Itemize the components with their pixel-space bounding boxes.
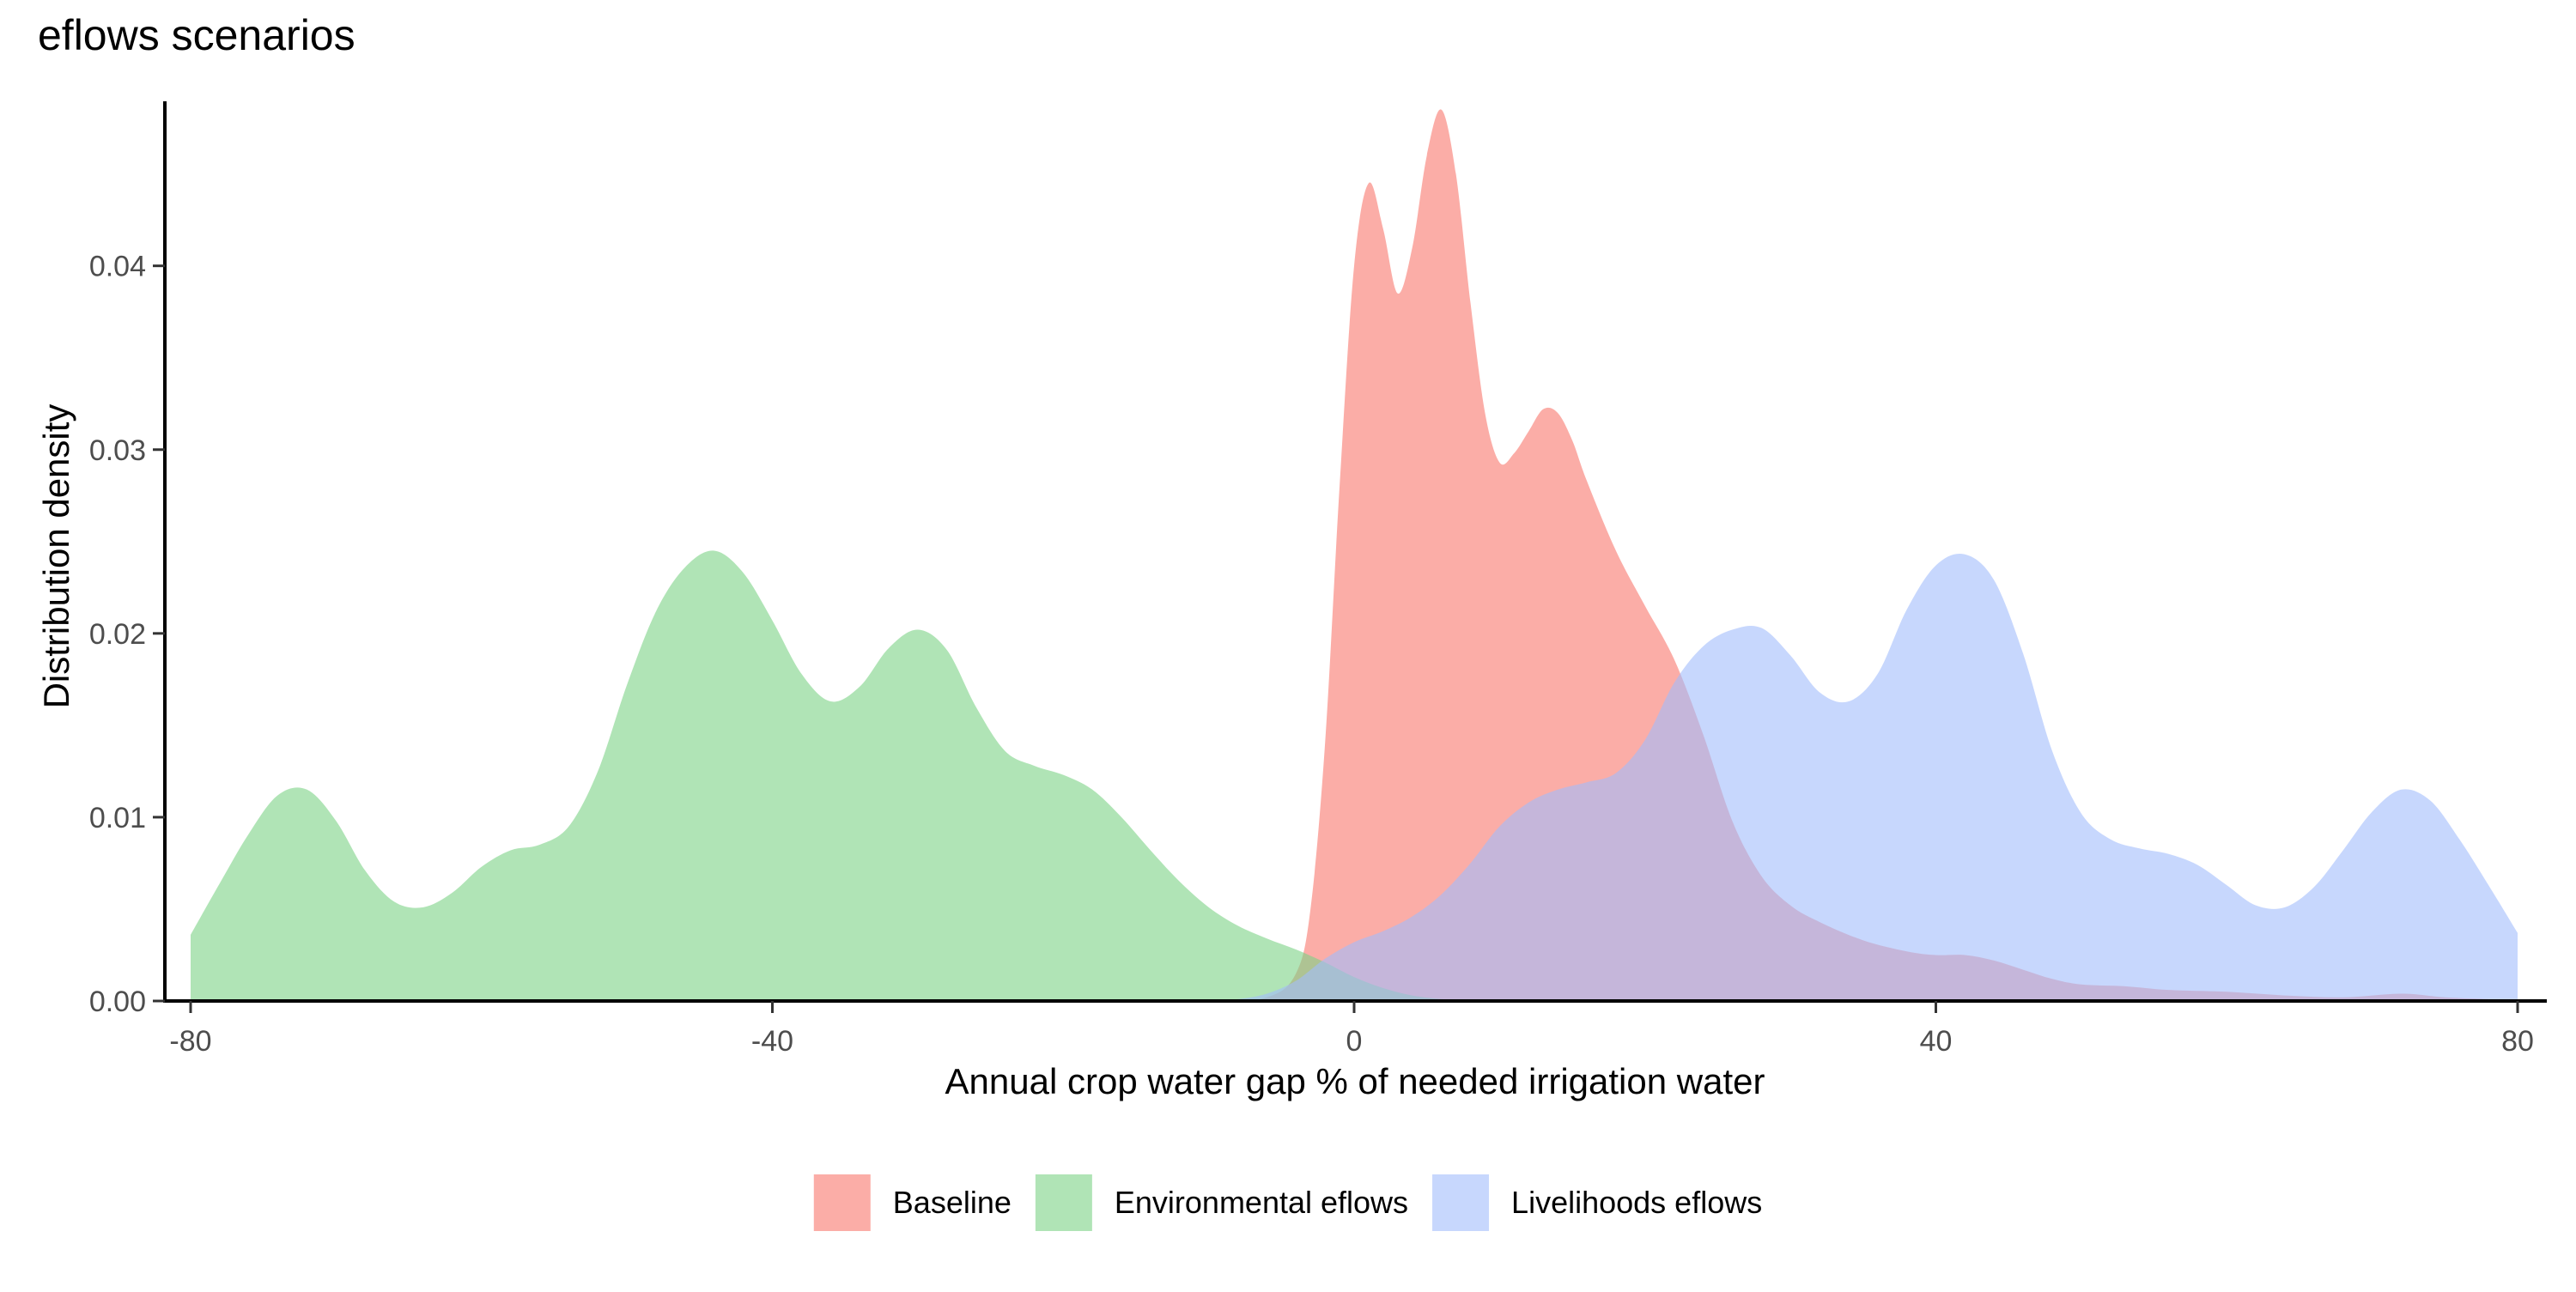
legend-label-baseline: Baseline: [893, 1185, 1012, 1220]
y-tick-label: 0.02: [89, 618, 146, 651]
density-area-baseline: [191, 109, 2518, 1001]
x-tick-label: 40: [1920, 1025, 1953, 1058]
chart-title: eflows scenarios: [38, 11, 355, 59]
legend-item-baseline: Baseline: [813, 1174, 1012, 1231]
x-tick-label: -40: [751, 1025, 793, 1058]
density-area-livelihoods-eflows: [191, 553, 2518, 1001]
legend-label-livelihoods-eflows: Livelihoods eflows: [1511, 1185, 1762, 1220]
legend-key-environmental-eflows: [1035, 1174, 1092, 1231]
legend: Baseline Environmental eflows Livelihoods …: [813, 1174, 1762, 1231]
x-tick-label: 0: [1346, 1025, 1363, 1058]
x-tick-label: -80: [169, 1025, 211, 1058]
y-tick-label: 0.01: [89, 802, 146, 834]
legend-key-baseline: [813, 1174, 871, 1231]
x-tick-label: 80: [2501, 1025, 2534, 1058]
y-axis-ticks: 0.00 0.01 0.02 0.03 0.04: [89, 251, 165, 1018]
density-area-environmental-eflows: [191, 550, 2518, 1001]
x-axis-ticks: -80 -40 0 40 80: [169, 1001, 2534, 1058]
y-tick-label: 0.04: [89, 251, 146, 283]
density-areas: [191, 109, 2518, 1001]
legend-item-environmental-eflows: Environmental eflows: [1035, 1174, 1408, 1231]
legend-key-livelihoods-eflows: [1432, 1174, 1490, 1231]
y-tick-label: 0.00: [89, 986, 146, 1018]
legend-label-environmental-eflows: Environmental eflows: [1115, 1185, 1408, 1220]
legend-item-livelihoods-eflows: Livelihoods eflows: [1432, 1174, 1762, 1231]
y-axis-title: Distribution density: [36, 404, 76, 709]
x-axis-title: Annual crop water gap % of needed irriga…: [945, 1061, 1765, 1101]
y-tick-label: 0.03: [89, 434, 146, 467]
